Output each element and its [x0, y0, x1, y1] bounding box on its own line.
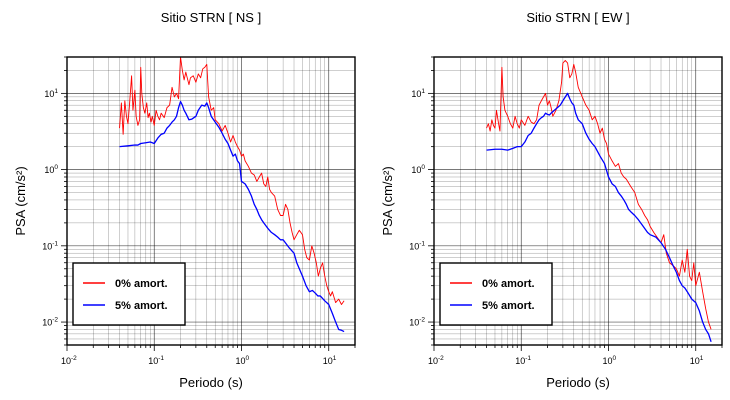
y-tick-label: 10-2 [409, 317, 425, 328]
ticks [428, 56, 723, 351]
x-tick-label: 101 [690, 355, 704, 366]
series-line-0 [119, 57, 345, 305]
x-tick-label: 100 [235, 355, 249, 366]
y-tick-label: 10-2 [42, 317, 58, 328]
x-tick-label: 100 [602, 355, 616, 366]
x-axis-label: Periodo (s) [546, 375, 610, 390]
y-tick-label: 10-1 [42, 240, 58, 251]
chart-panel-0: Sitio STRN [ NS ] 10-2 10-1 100 101 10-2 10-1 1… [13, 10, 356, 390]
legend-label-1: 5% amort. [482, 300, 535, 312]
x-tick-label: 10-2 [61, 355, 77, 366]
plot-frame [66, 56, 356, 346]
plot-frame [433, 56, 723, 346]
series-line-1 [486, 92, 712, 343]
series-group [119, 57, 345, 333]
ticks [61, 56, 356, 351]
series-group [486, 60, 712, 343]
series-line-1 [119, 100, 345, 333]
x-tick-label: 10-2 [428, 355, 444, 366]
series-line-0 [486, 60, 712, 330]
legend-label-0: 0% amort. [482, 278, 535, 290]
x-axis-label: Periodo (s) [179, 375, 243, 390]
chart-title: Sitio STRN [ EW ] [526, 10, 629, 25]
legend-box [439, 262, 553, 326]
legend: 0% amort. 5% amort. [439, 262, 553, 326]
legend: 0% amort. 5% amort. [72, 262, 186, 326]
chart-title: Sitio STRN [ NS ] [161, 10, 261, 25]
y-axis-label: PSA (cm/s²) [380, 166, 395, 235]
legend-box [72, 262, 186, 326]
y-tick-label: 100 [411, 164, 425, 175]
y-tick-label: 100 [44, 164, 58, 175]
legend-label-0: 0% amort. [115, 278, 168, 290]
y-axis-label: PSA (cm/s²) [13, 166, 28, 235]
chart-panel-1: Sitio STRN [ EW ] 10-2 10-1 100 101 10-2 10-1 1… [380, 10, 723, 390]
x-tick-label: 101 [323, 355, 337, 366]
x-tick-label: 10-1 [148, 355, 164, 366]
x-tick-label: 10-1 [515, 355, 531, 366]
legend-label-1: 5% amort. [115, 300, 168, 312]
y-tick-label: 10-1 [409, 240, 425, 251]
y-tick-label: 101 [411, 88, 425, 99]
y-tick-label: 101 [44, 88, 58, 99]
